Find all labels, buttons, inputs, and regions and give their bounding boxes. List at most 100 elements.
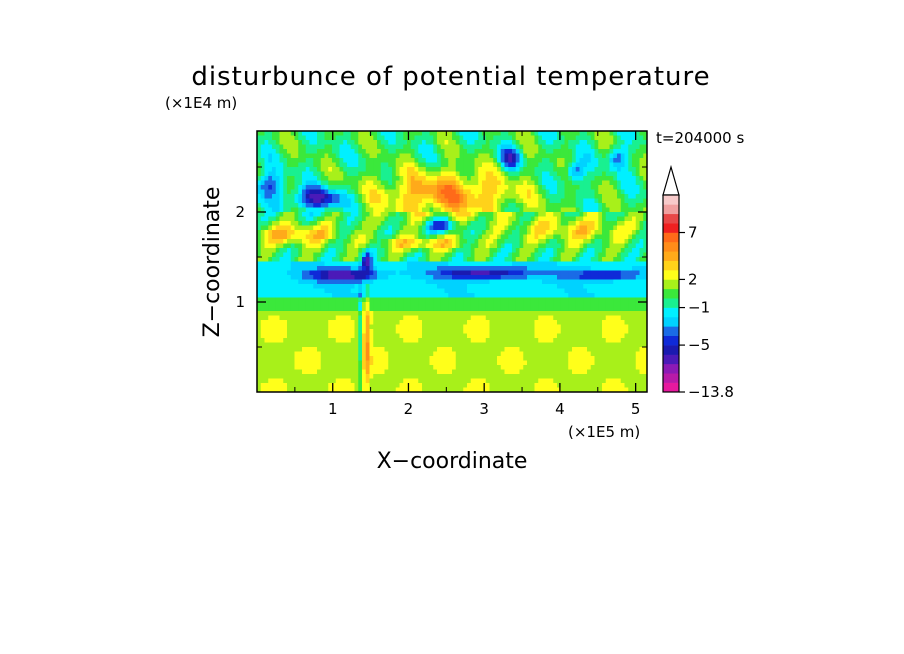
heatmap-cell (534, 149, 539, 155)
heatmap-cell (478, 297, 483, 303)
heatmap-cell (455, 288, 461, 294)
heatmap-cell (452, 243, 457, 249)
heatmap-cell (332, 257, 337, 263)
heatmap-cell (369, 279, 374, 285)
heatmap-cell (613, 180, 618, 186)
heatmap-cell (335, 216, 341, 222)
heatmap-cell (549, 149, 554, 155)
heatmap-cell (354, 189, 359, 195)
heatmap-cell (553, 342, 558, 348)
heatmap-cell (365, 144, 371, 150)
heatmap-cell (617, 329, 622, 335)
heatmap-cell (335, 194, 341, 200)
heatmap-cell (624, 230, 629, 236)
heatmap-cell (380, 176, 386, 182)
heatmap-cell (313, 261, 318, 267)
heatmap-cell (470, 302, 476, 308)
heatmap-cell (527, 261, 532, 267)
heatmap-cell (418, 185, 423, 191)
heatmap-cell (485, 194, 491, 200)
heatmap-cell (639, 279, 644, 285)
heatmap-cell (583, 257, 588, 263)
heatmap-cell (452, 234, 457, 240)
heatmap-cell (272, 252, 277, 258)
heatmap-cell (377, 324, 382, 330)
heatmap-cell (407, 338, 412, 344)
heatmap-cell (399, 180, 404, 186)
heatmap-cell (354, 185, 359, 191)
heatmap-cell (515, 270, 521, 276)
heatmap-cell (583, 333, 588, 339)
heatmap-cell (617, 162, 622, 168)
heatmap-cell (523, 185, 528, 191)
heatmap-cell (407, 302, 412, 308)
heatmap-cell (440, 230, 446, 236)
heatmap-cell (268, 158, 273, 164)
heatmap-cell (272, 212, 277, 218)
heatmap-cell (628, 324, 633, 330)
heatmap-cell (609, 293, 614, 299)
heatmap-cell (268, 216, 273, 222)
heatmap-cell (399, 279, 404, 285)
heatmap-cell (459, 149, 464, 155)
heatmap-cell (613, 261, 618, 267)
heatmap-cell (564, 239, 569, 245)
heatmap-cell (605, 198, 611, 204)
heatmap-cell (429, 153, 434, 159)
heatmap-cell (347, 230, 352, 236)
heatmap-cell (275, 293, 281, 299)
heatmap-cell (530, 243, 536, 249)
heatmap-cell (639, 315, 644, 321)
heatmap-cell (620, 266, 626, 272)
heatmap-cell (354, 162, 359, 168)
heatmap-cell (519, 320, 524, 326)
heatmap-cell (493, 270, 498, 276)
heatmap-cell (478, 275, 483, 281)
heatmap-cell (455, 342, 461, 348)
heatmap-cell (395, 189, 401, 195)
heatmap-cell (523, 261, 528, 267)
heatmap-cell (635, 180, 641, 186)
heatmap-cell (504, 180, 509, 186)
heatmap-cell (384, 198, 389, 204)
heatmap-cell (294, 333, 299, 339)
heatmap-cell (587, 270, 592, 276)
heatmap-cell (260, 230, 266, 236)
heatmap-cell (388, 243, 393, 249)
heatmap-cell (602, 135, 607, 141)
heatmap-cell (425, 230, 431, 236)
heatmap-cell (598, 239, 603, 245)
heatmap-cell (339, 189, 344, 195)
heatmap-cell (309, 261, 314, 267)
heatmap-cell (257, 288, 262, 294)
heatmap-cell (467, 171, 472, 177)
heatmap-cell (437, 207, 442, 213)
heatmap-cell (407, 270, 412, 276)
heatmap-cell (264, 135, 269, 141)
heatmap-cell (392, 320, 397, 326)
heatmap-cell (470, 158, 476, 164)
heatmap-cell (590, 171, 596, 177)
heatmap-cell (538, 288, 543, 294)
heatmap-cell (275, 324, 281, 330)
heatmap-cell (482, 297, 487, 303)
heatmap-cell (388, 252, 393, 258)
heatmap-cell (632, 329, 637, 335)
heatmap-cell (313, 248, 318, 254)
heatmap-cell (335, 180, 341, 186)
heatmap-cell (542, 144, 547, 150)
heatmap-cell (467, 333, 472, 339)
heatmap-cell (395, 288, 401, 294)
heatmap-cell (613, 243, 618, 249)
heatmap-cell (290, 275, 296, 281)
heatmap-cell (594, 270, 599, 276)
heatmap-cell (358, 333, 363, 339)
heatmap-cell (579, 207, 584, 213)
heatmap-cell (504, 185, 509, 191)
heatmap-cell (362, 270, 367, 276)
heatmap-cell (515, 198, 521, 204)
heatmap-cell (590, 284, 596, 290)
heatmap-cell (354, 284, 359, 290)
heatmap-cell (380, 297, 386, 303)
heatmap-cell (429, 302, 434, 308)
